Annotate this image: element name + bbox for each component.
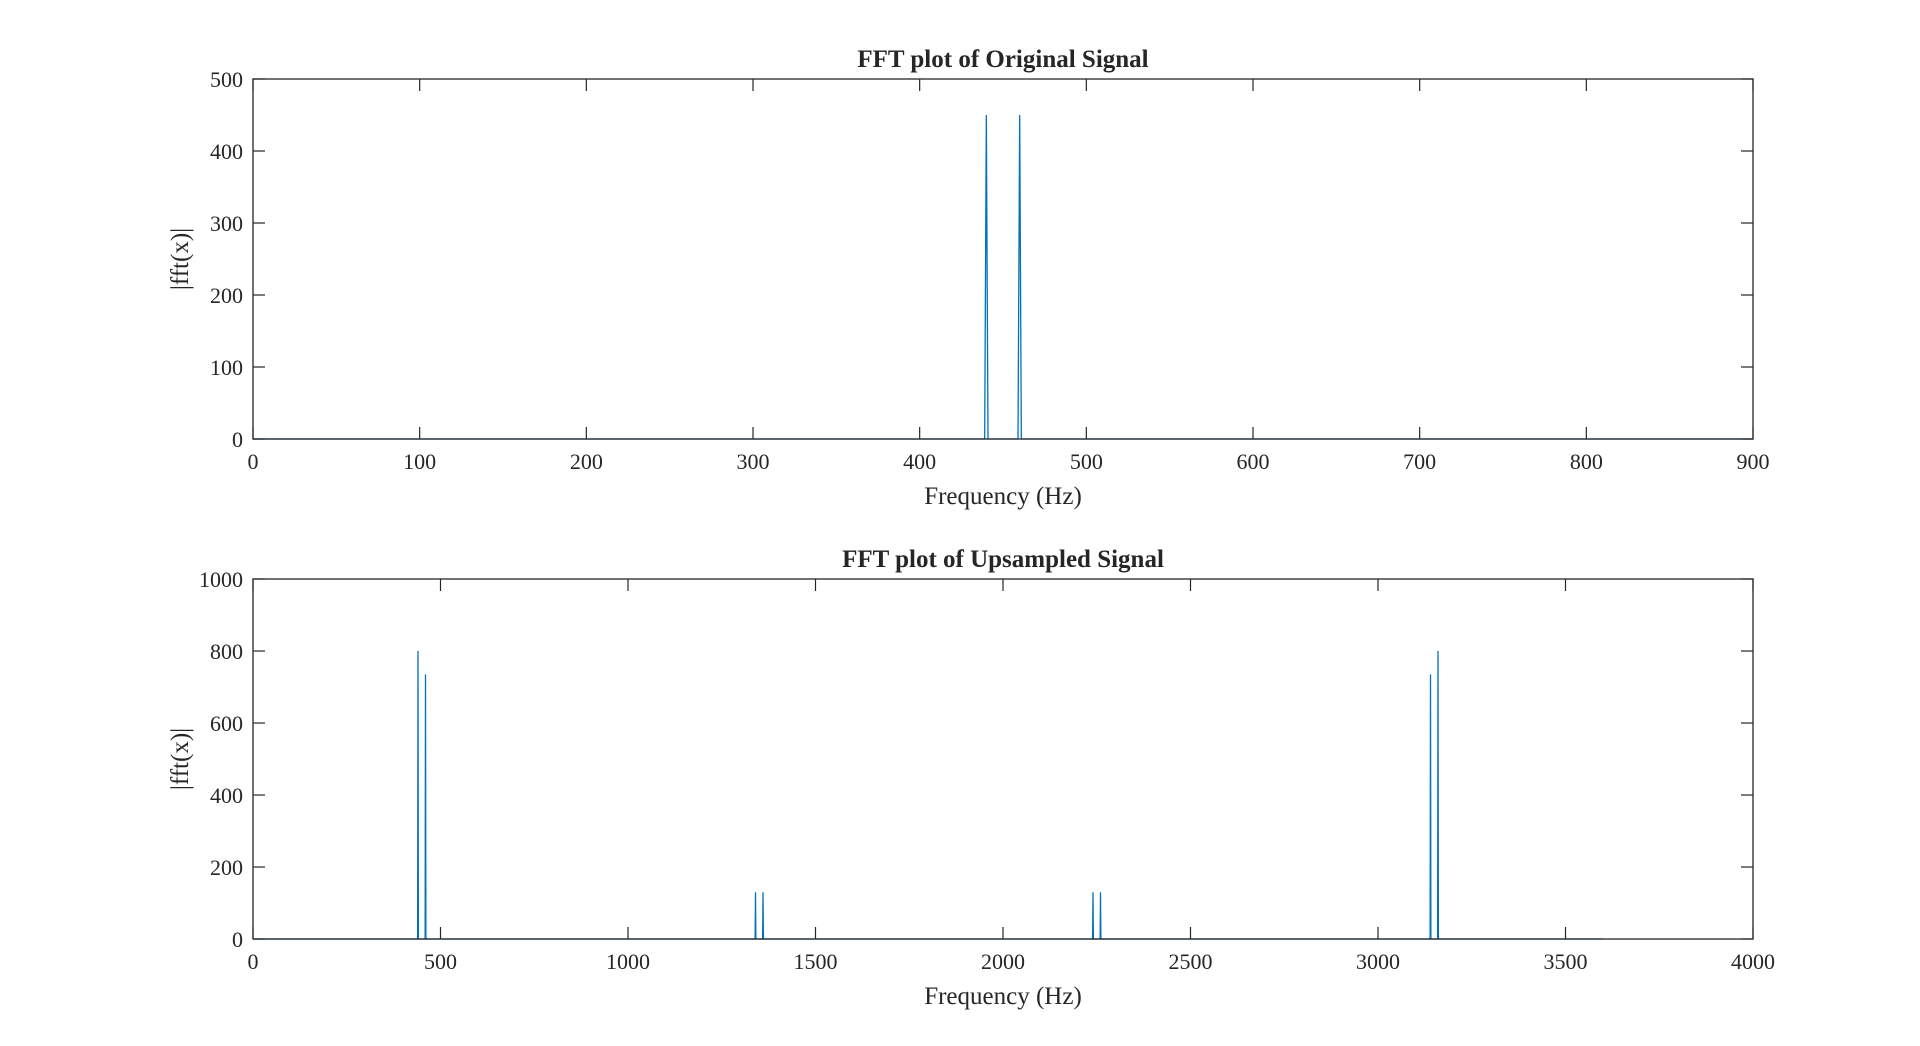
y-tick-label: 500: [210, 67, 243, 92]
x-tick-label: 2000: [981, 949, 1025, 974]
ticks-group: 0 100 200 300 400 500 600 700 800 900 0 100 200 300 40…: [210, 67, 1770, 474]
x-tick-label: 3500: [1544, 949, 1588, 974]
y-tick-label: 300: [210, 211, 243, 236]
y-axis-label: |fft(x)|: [167, 728, 194, 790]
x-tick-label: 500: [424, 949, 457, 974]
y-tick-label: 600: [210, 711, 243, 736]
x-tick-label: 200: [570, 449, 603, 474]
x-tick-label: 0: [248, 949, 259, 974]
subplot-original-signal: FFT plot of Original Signal Frequency (H…: [167, 46, 1770, 510]
y-tick-label: 0: [232, 427, 243, 452]
y-tick-label: 400: [210, 139, 243, 164]
x-tick-label: 600: [1237, 449, 1270, 474]
axes-box: [252, 78, 1754, 440]
x-tick-label: 4000: [1731, 949, 1775, 974]
x-tick-label: 400: [903, 449, 936, 474]
y-tick-label: 400: [210, 783, 243, 808]
y-tick-label: 1000: [199, 567, 243, 592]
y-tick-label: 800: [210, 639, 243, 664]
y-tick-label: 100: [210, 355, 243, 380]
x-axis-label: Frequency (Hz): [924, 483, 1082, 510]
chart-title: FFT plot of Original Signal: [857, 46, 1148, 73]
x-tick-label: 3000: [1356, 949, 1400, 974]
subplot-upsampled-signal: FFT plot of Upsampled Signal Frequency (…: [167, 546, 1775, 1010]
y-tick-label: 200: [210, 855, 243, 880]
x-tick-label: 1500: [794, 949, 838, 974]
x-tick-label: 100: [403, 449, 436, 474]
y-axis-label: |fft(x)|: [167, 228, 194, 290]
axes-box: [252, 578, 1754, 940]
y-tick-label: 0: [232, 927, 243, 952]
x-tick-label: 700: [1403, 449, 1436, 474]
y-tick-label: 200: [210, 283, 243, 308]
x-tick-label: 1000: [606, 949, 650, 974]
x-tick-label: 900: [1737, 449, 1770, 474]
x-tick-label: 300: [737, 449, 770, 474]
x-axis-label: Frequency (Hz): [924, 983, 1082, 1010]
x-tick-label: 800: [1570, 449, 1603, 474]
x-tick-label: 0: [248, 449, 259, 474]
chart-title: FFT plot of Upsampled Signal: [842, 546, 1164, 573]
x-tick-label: 500: [1070, 449, 1103, 474]
x-tick-label: 2500: [1169, 949, 1213, 974]
